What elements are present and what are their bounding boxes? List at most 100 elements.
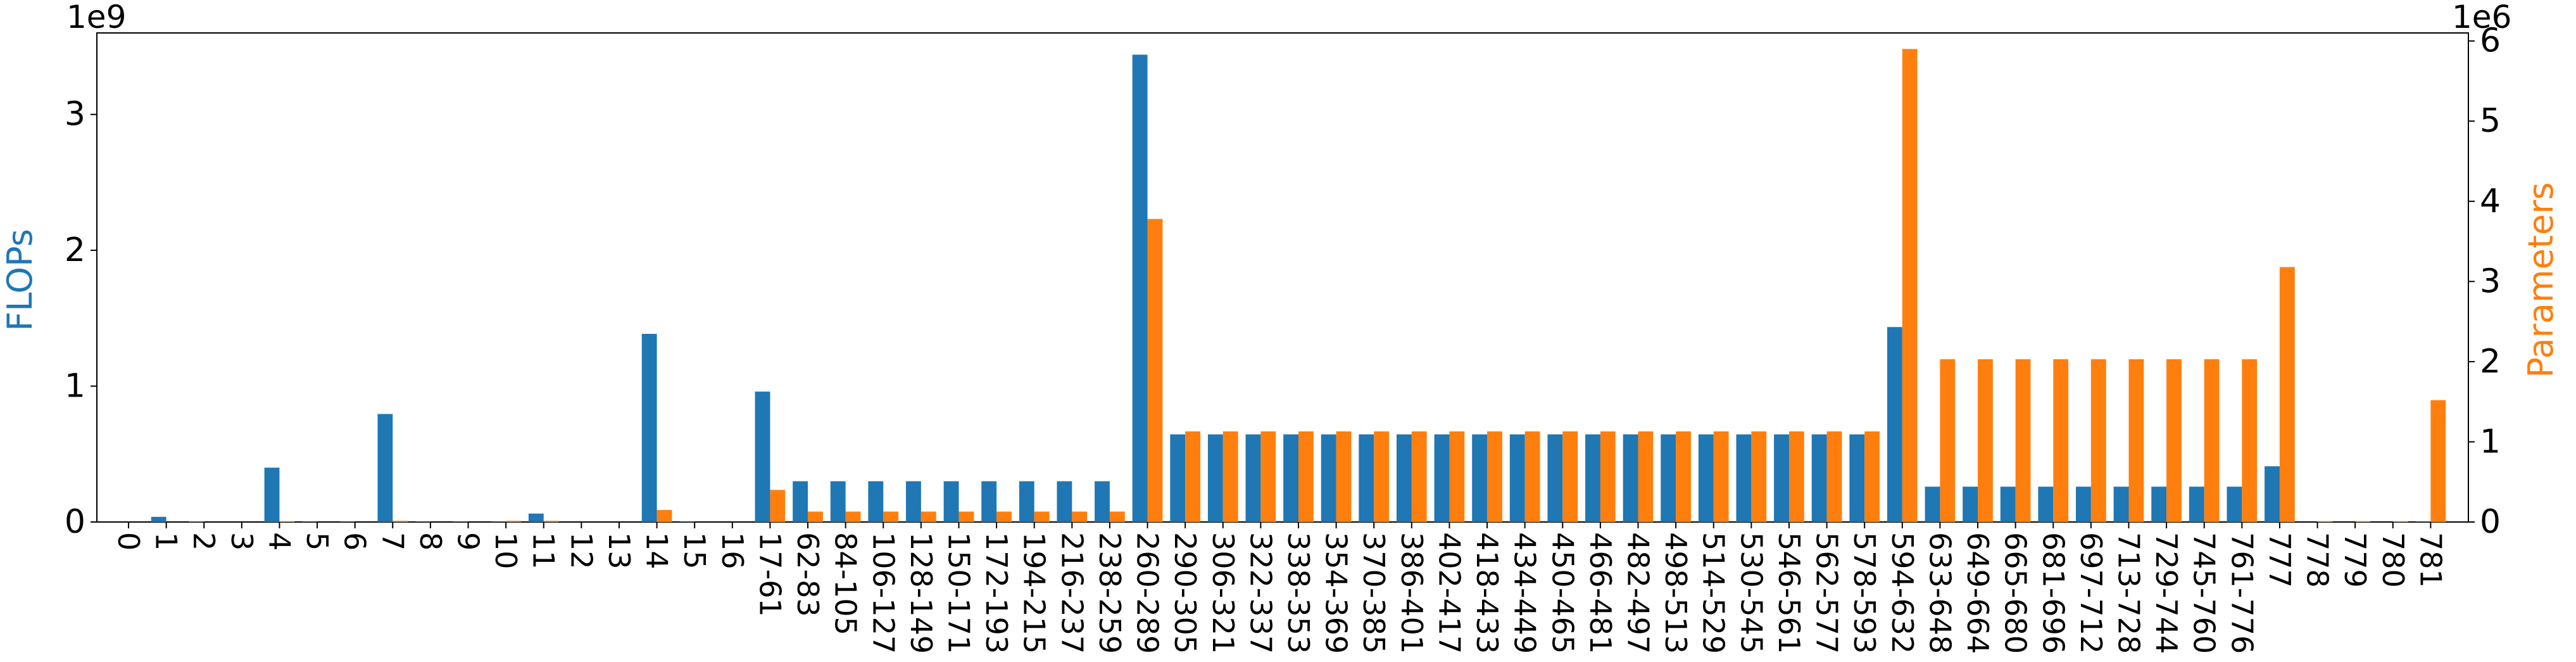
bar-parameters xyxy=(2090,359,2106,522)
x-tick-label: 128-149 xyxy=(904,532,938,654)
y-right-axis-label: Parameters xyxy=(2521,182,2561,378)
bar-flops xyxy=(528,513,544,522)
bar-flops xyxy=(1585,434,1600,522)
bar-flops xyxy=(1057,481,1072,522)
bar-parameters xyxy=(1487,431,1502,522)
bar-parameters xyxy=(2015,359,2031,522)
bar-parameters xyxy=(2392,521,2408,522)
bar-flops xyxy=(1736,434,1752,522)
bar-parameters xyxy=(996,511,1012,522)
bar-flops xyxy=(1396,434,1412,522)
y-left-tick-label: 0 xyxy=(65,503,85,541)
y-right-tick-label: 0 xyxy=(2480,503,2501,541)
y-right-tick-label: 2 xyxy=(2480,343,2501,381)
x-tick-label: 779 xyxy=(2338,532,2372,588)
bar-parameters xyxy=(1298,431,1314,522)
bar-flops xyxy=(679,521,695,522)
bar-parameters xyxy=(1562,431,1578,522)
y-left-tick-label: 3 xyxy=(65,96,85,134)
bar-parameters xyxy=(1713,431,1729,522)
y-left-ticks-group: 0 1 2 3 xyxy=(65,96,97,541)
bar-parameters xyxy=(1147,219,1163,522)
x-tick-label: 150-171 xyxy=(941,532,976,654)
bar-parameters xyxy=(1072,511,1088,522)
bar-flops xyxy=(1207,434,1223,522)
bar-parameters xyxy=(1864,431,1880,522)
bar-flops xyxy=(1698,434,1714,522)
bar-parameters xyxy=(1109,511,1125,522)
y-right-tick-label: 1 xyxy=(2480,423,2501,461)
bar-flops xyxy=(2415,521,2431,522)
y-left-offset-text: 1e9 xyxy=(66,0,126,35)
x-tick-label: 290-305 xyxy=(1168,532,1202,654)
x-tick-label: 713-728 xyxy=(2111,532,2146,654)
x-tick-label: 562-577 xyxy=(1810,532,1844,654)
x-tick-label: 1 xyxy=(149,532,184,551)
x-tick-label: 260-289 xyxy=(1131,532,1165,654)
x-tick-label: 418-433 xyxy=(1470,532,1504,654)
bar-flops xyxy=(793,481,808,522)
x-tick-label: 482-497 xyxy=(1621,532,1656,654)
x-tick-label: 106-127 xyxy=(866,532,900,654)
bar-parameters xyxy=(1600,431,1616,522)
bar-parameters xyxy=(506,521,521,522)
x-tick-label: 5 xyxy=(300,532,334,551)
x-tick-label: 6 xyxy=(338,532,372,551)
y-right-tick-label: 3 xyxy=(2480,262,2501,300)
x-tick-label: 778 xyxy=(2301,532,2335,588)
x-tick-label: 354-369 xyxy=(1319,532,1354,654)
x-tick-label: 2 xyxy=(187,532,221,551)
x-tick-label: 777 xyxy=(2263,532,2297,588)
x-tick-label: 84-105 xyxy=(829,532,863,635)
bar-parameters xyxy=(1676,431,1691,522)
x-tick-label: 9 xyxy=(451,532,486,551)
bar-flops xyxy=(1434,434,1450,522)
bar-parameters xyxy=(770,490,786,522)
bar-flops xyxy=(641,333,657,522)
bar-flops xyxy=(1170,434,1186,522)
x-tick-label: 546-561 xyxy=(1772,532,1806,654)
bar-flops xyxy=(981,481,997,522)
bar-parameters xyxy=(2242,359,2258,522)
bar-flops xyxy=(453,521,468,522)
x-tick-label: 8 xyxy=(413,532,448,551)
bar-parameters xyxy=(543,521,559,522)
x-tick-label: 370-385 xyxy=(1357,532,1391,654)
x-tick-label: 322-337 xyxy=(1243,532,1278,654)
bar-flops xyxy=(1887,327,1902,522)
bar-parameters xyxy=(2053,359,2069,522)
bar-flops xyxy=(755,391,770,522)
x-tick-label: 172-193 xyxy=(979,532,1014,654)
bar-parameters xyxy=(1336,431,1352,522)
bar-parameters xyxy=(2204,359,2220,522)
x-tick-label: 17-61 xyxy=(753,532,787,617)
bar-parameters xyxy=(393,521,408,522)
x-tick-label: 10 xyxy=(489,532,523,570)
bar-flops xyxy=(2000,487,2016,522)
x-tick-label: 238-259 xyxy=(1093,532,1127,654)
bar-flops xyxy=(264,468,280,522)
bar-flops xyxy=(1811,434,1827,522)
x-tick-label: 745-760 xyxy=(2187,532,2221,654)
x-tick-label: 594-632 xyxy=(1885,532,1919,654)
bar-parameters xyxy=(1902,49,1918,523)
bar-flops xyxy=(2038,487,2054,522)
bar-parameters xyxy=(1978,359,1993,522)
x-tick-label: 7 xyxy=(375,532,410,551)
x-tick-label: 514-529 xyxy=(1697,532,1731,654)
bar-parameters xyxy=(1449,431,1465,522)
x-tick-label: 194-215 xyxy=(1017,532,1052,654)
bar-parameters xyxy=(1222,431,1238,522)
x-tick-label: 780 xyxy=(2376,532,2410,588)
bar-flops xyxy=(1132,54,1148,523)
x-tick-label: 14 xyxy=(640,532,674,570)
bar-flops xyxy=(2265,466,2280,522)
bar-flops xyxy=(1283,434,1298,522)
bar-parameters xyxy=(808,511,823,522)
bar-parameters xyxy=(2279,267,2295,522)
y-right-tick-label: 5 xyxy=(2480,102,2501,140)
bar-flops xyxy=(189,521,204,522)
bar-flops xyxy=(868,481,884,522)
